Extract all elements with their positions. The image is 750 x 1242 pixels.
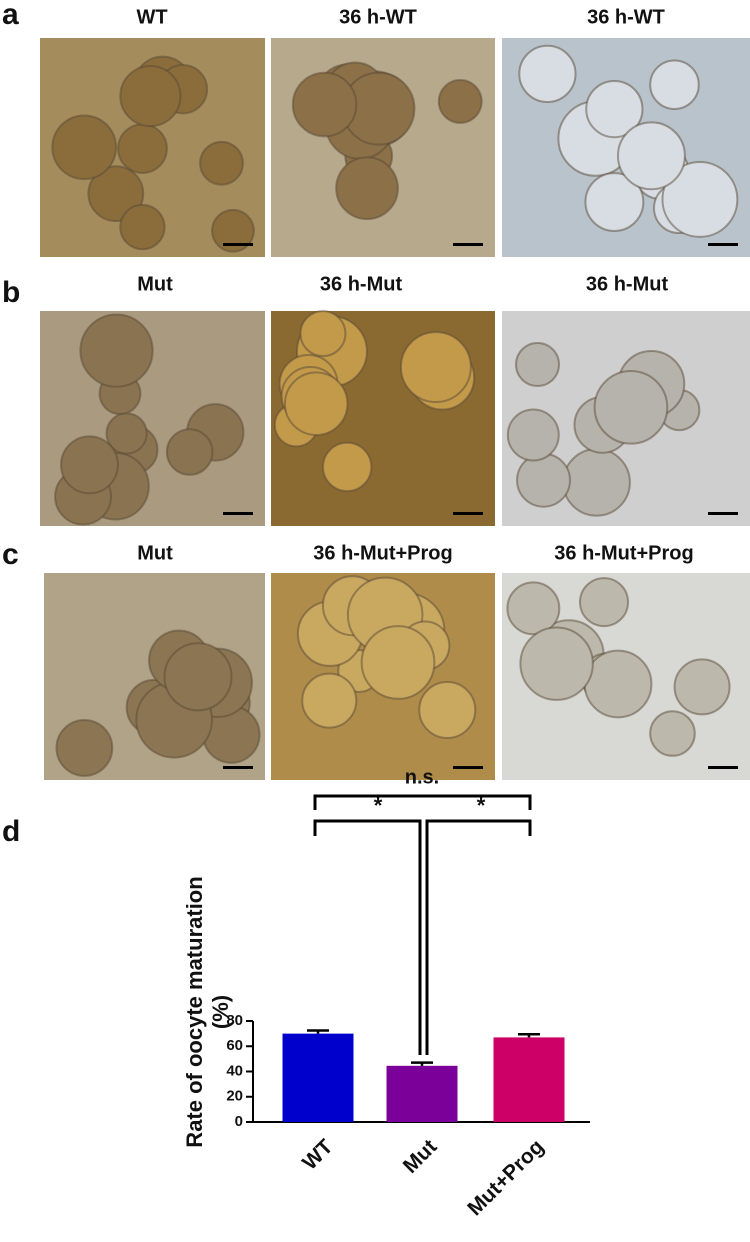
image-title: Mut [137, 542, 173, 564]
oocyte [616, 121, 686, 191]
oocyte [117, 123, 168, 174]
oocyte [163, 642, 233, 712]
image-title: 36 h-Mut+Prog [554, 542, 693, 564]
scale-bar [708, 512, 738, 515]
panel-label: a [2, 0, 19, 31]
oocyte [578, 577, 630, 628]
oocyte [87, 165, 145, 223]
panel-label: b [2, 276, 20, 309]
oocyte [673, 658, 731, 716]
bracket [313, 819, 422, 1055]
oocyte [518, 44, 577, 103]
panel-label: c [2, 538, 19, 571]
oocyte [649, 710, 696, 757]
scale-bar [708, 766, 738, 769]
image-title: 36 h-WT [587, 6, 665, 28]
panel-label: d [2, 815, 20, 848]
image-title: 36 h-Mut [320, 273, 403, 295]
annotation: n.s. [405, 766, 439, 788]
oocyte [299, 310, 347, 358]
image-title: Mut [137, 273, 173, 295]
oocyte [506, 581, 561, 636]
oocyte [211, 208, 255, 253]
oocyte [437, 79, 483, 124]
x-tick-label: Mut+Prog [463, 1135, 548, 1220]
oocyte [199, 140, 244, 186]
oocyte [506, 408, 560, 462]
annotation: * [374, 793, 383, 818]
error-bar [307, 1029, 329, 1034]
bar [386, 1065, 458, 1122]
image-title: 36 h-WT [339, 6, 417, 28]
oocyte [585, 79, 644, 139]
significance-brackets [313, 794, 532, 1055]
oocyte [291, 71, 358, 138]
scale-bar [223, 766, 253, 769]
oocyte [562, 448, 631, 517]
oocyte [516, 452, 571, 508]
x-tick-label: Mut [399, 1135, 442, 1178]
y-axis-title: Rate of oocyte maturation (%) [182, 876, 233, 1147]
micrographs [40, 38, 750, 780]
oocyte [51, 114, 118, 181]
y-tick-label: 20 [226, 1088, 243, 1105]
error-bar [518, 1033, 540, 1038]
oocyte [119, 64, 182, 128]
oocyte [519, 626, 594, 701]
scale-bar [453, 512, 483, 515]
y-axis-label: (%) [208, 995, 233, 1029]
bar [493, 1037, 565, 1122]
annotation: * [477, 793, 486, 818]
oocyte [661, 161, 739, 238]
y-tick-label: 0 [235, 1113, 243, 1130]
oocyte [105, 412, 148, 455]
y-tick-label: 80 [226, 1012, 243, 1029]
y-axis-label: Rate of oocyte maturation [182, 876, 207, 1147]
oocyte [60, 435, 119, 495]
oocyte [55, 719, 114, 777]
bar [282, 1033, 354, 1122]
scale-bar [223, 512, 253, 515]
scale-bar [223, 243, 253, 246]
bracket [425, 819, 532, 1055]
oocyte [593, 370, 669, 445]
bracket [313, 794, 532, 810]
oocyte [399, 331, 472, 404]
oocyte [515, 342, 561, 388]
oocyte [418, 681, 477, 739]
oocyte [649, 59, 700, 110]
oocyte [79, 313, 154, 388]
image-title: WT [136, 6, 167, 28]
y-tick-label: 40 [226, 1062, 243, 1079]
error-bar [411, 1061, 433, 1066]
oocyte [360, 625, 436, 700]
oocyte [165, 428, 214, 476]
image-title: 36 h-Mut [586, 273, 669, 295]
scale-bar [708, 243, 738, 246]
oocyte [119, 203, 166, 251]
oocyte [584, 172, 645, 232]
oocyte [583, 649, 653, 719]
y-tick-label: 60 [226, 1037, 243, 1054]
scale-bar [453, 766, 483, 769]
oocyte [322, 441, 373, 493]
scale-bar [453, 243, 483, 246]
image-title: 36 h-Mut+Prog [313, 542, 452, 564]
oocyte [301, 672, 358, 729]
oocyte [335, 156, 399, 221]
x-tick-label: WT [298, 1135, 337, 1174]
oocyte [283, 371, 349, 436]
